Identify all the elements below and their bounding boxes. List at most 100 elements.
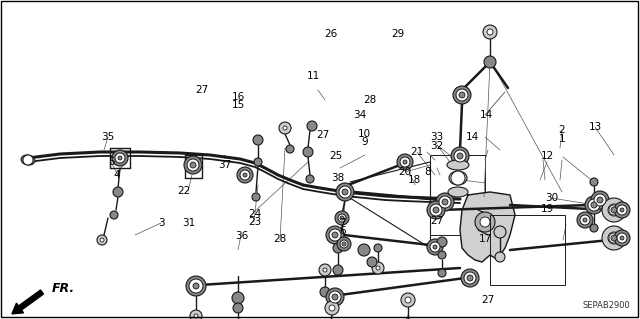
Circle shape bbox=[189, 279, 203, 293]
Circle shape bbox=[609, 233, 619, 243]
Circle shape bbox=[583, 218, 587, 222]
Circle shape bbox=[233, 303, 243, 313]
Circle shape bbox=[590, 224, 598, 232]
Text: 7: 7 bbox=[339, 218, 346, 228]
Circle shape bbox=[620, 208, 624, 212]
Circle shape bbox=[605, 229, 623, 247]
Text: 4: 4 bbox=[114, 170, 120, 180]
Circle shape bbox=[332, 294, 338, 300]
Circle shape bbox=[110, 211, 118, 219]
Circle shape bbox=[591, 202, 597, 208]
Circle shape bbox=[609, 205, 619, 215]
Circle shape bbox=[439, 196, 451, 208]
Text: 9: 9 bbox=[362, 137, 368, 147]
Circle shape bbox=[591, 191, 609, 209]
Circle shape bbox=[588, 199, 600, 211]
Circle shape bbox=[332, 232, 338, 238]
Text: 15: 15 bbox=[232, 100, 245, 110]
Circle shape bbox=[397, 154, 413, 170]
Circle shape bbox=[438, 251, 446, 259]
Text: 14: 14 bbox=[480, 110, 493, 121]
Circle shape bbox=[401, 293, 415, 307]
Circle shape bbox=[614, 230, 630, 246]
Circle shape bbox=[190, 310, 202, 319]
Circle shape bbox=[495, 252, 505, 262]
Circle shape bbox=[333, 243, 343, 253]
Text: 22: 22 bbox=[177, 186, 190, 196]
Circle shape bbox=[374, 244, 382, 252]
Circle shape bbox=[340, 240, 348, 248]
Circle shape bbox=[614, 202, 630, 218]
Circle shape bbox=[279, 122, 291, 134]
Text: SEPAB2900: SEPAB2900 bbox=[582, 301, 630, 310]
Circle shape bbox=[326, 226, 344, 244]
Circle shape bbox=[186, 276, 206, 296]
Circle shape bbox=[590, 178, 598, 186]
Circle shape bbox=[430, 204, 442, 216]
Text: 33: 33 bbox=[430, 132, 443, 142]
Circle shape bbox=[372, 262, 384, 274]
Circle shape bbox=[451, 147, 469, 165]
Circle shape bbox=[325, 301, 339, 315]
Circle shape bbox=[483, 25, 497, 39]
Circle shape bbox=[320, 287, 330, 297]
Circle shape bbox=[456, 89, 468, 101]
FancyArrow shape bbox=[12, 290, 44, 314]
Text: 21: 21 bbox=[411, 146, 424, 157]
Text: 30: 30 bbox=[545, 193, 558, 203]
Circle shape bbox=[303, 147, 313, 157]
Circle shape bbox=[335, 211, 349, 225]
Circle shape bbox=[580, 215, 590, 225]
Circle shape bbox=[442, 199, 448, 205]
Circle shape bbox=[326, 288, 344, 306]
Circle shape bbox=[118, 156, 122, 160]
Bar bbox=[490, 215, 565, 285]
Circle shape bbox=[339, 186, 351, 198]
Text: 2: 2 bbox=[559, 125, 565, 135]
Circle shape bbox=[430, 242, 440, 252]
Circle shape bbox=[240, 170, 250, 180]
Text: 36: 36 bbox=[236, 231, 248, 241]
Circle shape bbox=[283, 126, 287, 130]
Circle shape bbox=[457, 153, 463, 159]
Circle shape bbox=[329, 291, 341, 303]
Circle shape bbox=[237, 167, 253, 183]
Circle shape bbox=[329, 305, 335, 311]
Circle shape bbox=[451, 171, 465, 185]
Polygon shape bbox=[460, 192, 515, 262]
Text: 31: 31 bbox=[182, 218, 195, 228]
Circle shape bbox=[113, 187, 123, 197]
Circle shape bbox=[617, 205, 627, 215]
Circle shape bbox=[400, 157, 410, 167]
Circle shape bbox=[342, 189, 348, 195]
Circle shape bbox=[475, 212, 495, 232]
Circle shape bbox=[611, 235, 617, 241]
Text: 29: 29 bbox=[392, 29, 404, 40]
Ellipse shape bbox=[449, 171, 467, 185]
Circle shape bbox=[577, 212, 593, 228]
Circle shape bbox=[597, 197, 603, 203]
Text: 27: 27 bbox=[196, 85, 209, 95]
Circle shape bbox=[433, 207, 439, 213]
Circle shape bbox=[307, 121, 317, 131]
Circle shape bbox=[23, 155, 33, 165]
Text: 19: 19 bbox=[541, 204, 554, 214]
Circle shape bbox=[467, 275, 473, 281]
Circle shape bbox=[254, 158, 262, 166]
Text: 26: 26 bbox=[324, 29, 337, 40]
Text: 24: 24 bbox=[248, 209, 261, 219]
Circle shape bbox=[436, 193, 454, 211]
Circle shape bbox=[187, 159, 199, 171]
Text: 16: 16 bbox=[232, 92, 245, 102]
Circle shape bbox=[194, 314, 198, 318]
Circle shape bbox=[620, 236, 624, 240]
Circle shape bbox=[427, 201, 445, 219]
Text: 27: 27 bbox=[316, 130, 329, 140]
Circle shape bbox=[323, 268, 327, 272]
Ellipse shape bbox=[447, 160, 469, 170]
Text: 28: 28 bbox=[364, 95, 376, 106]
Circle shape bbox=[306, 175, 314, 183]
Circle shape bbox=[112, 150, 128, 166]
Circle shape bbox=[193, 283, 199, 289]
Bar bbox=[430, 155, 485, 235]
